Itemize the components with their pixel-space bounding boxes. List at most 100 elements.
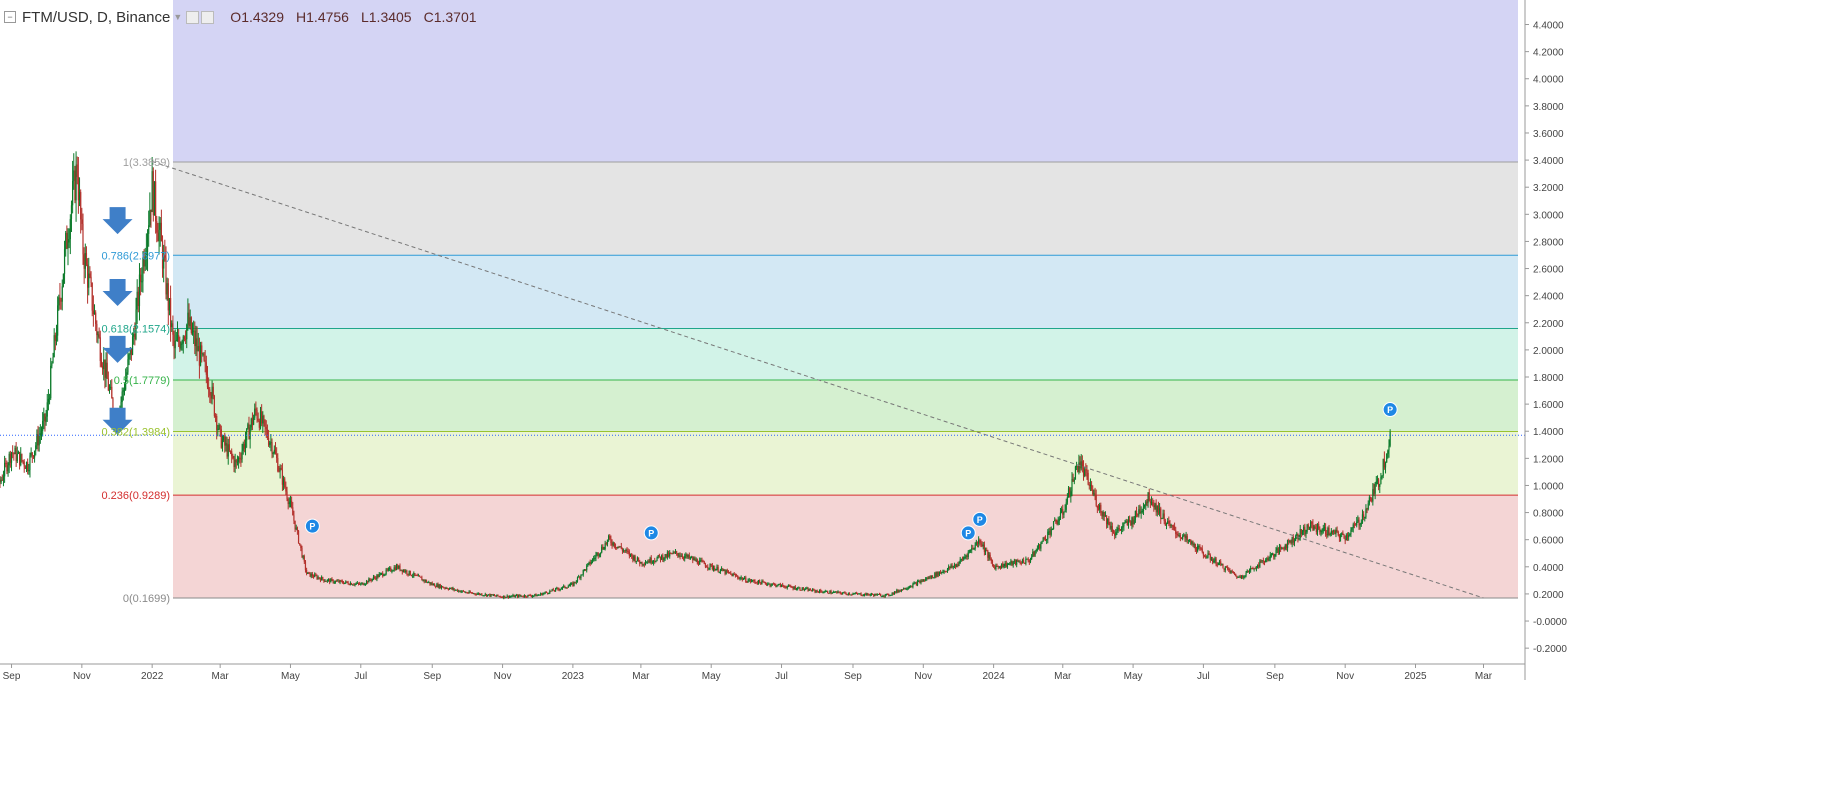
- y-tick-label: 3.6000: [1533, 129, 1564, 140]
- candle-body: [831, 592, 833, 594]
- candle-body: [148, 225, 150, 234]
- candle-body: [769, 583, 771, 586]
- candle-body: [153, 181, 156, 216]
- candle-body: [984, 550, 987, 552]
- candle-body: [12, 452, 14, 454]
- candle-body: [184, 338, 187, 340]
- candle-body: [1187, 539, 1190, 541]
- candle-body: [36, 434, 38, 446]
- candle-body: [383, 575, 385, 577]
- candle-body: [269, 442, 271, 445]
- candle-body: [601, 546, 603, 553]
- pivot-marker[interactable]: P: [304, 518, 320, 534]
- pivot-marker[interactable]: P: [643, 525, 659, 541]
- candle-body: [327, 579, 330, 581]
- candle-body: [432, 583, 435, 585]
- candle-body: [876, 594, 878, 596]
- ohlc-low: L1.3405: [360, 9, 412, 25]
- pivot-marker[interactable]: P: [972, 511, 988, 527]
- candle-body: [278, 471, 280, 473]
- candle-body: [20, 453, 22, 466]
- candle-body: [1016, 560, 1018, 565]
- candle-body: [738, 577, 740, 579]
- settings-icon[interactable]: [186, 10, 200, 24]
- pivot-marker[interactable]: P: [1382, 402, 1398, 418]
- candle-body: [745, 577, 747, 582]
- candle-body: [272, 452, 274, 454]
- candle-body: [991, 560, 994, 565]
- candle-body: [1152, 502, 1154, 506]
- candle-body: [1155, 503, 1157, 513]
- candle-body: [700, 560, 702, 562]
- candle-body: [183, 336, 186, 339]
- candle-body: [514, 595, 516, 598]
- candle-body: [543, 592, 545, 594]
- candle-body: [1229, 569, 1231, 573]
- candle-body: [829, 591, 831, 594]
- pivot-marker[interactable]: P: [960, 525, 976, 541]
- pivot-marker-dot: [972, 511, 988, 527]
- candle-body: [512, 595, 514, 597]
- candle-body: [1193, 543, 1195, 546]
- candle-body: [97, 334, 99, 336]
- candle-body: [735, 575, 738, 577]
- candle-body: [800, 589, 802, 591]
- candle-body: [560, 588, 562, 590]
- visibility-icon[interactable]: [201, 10, 215, 24]
- candle-body: [678, 555, 680, 557]
- collapse-icon[interactable]: −: [4, 11, 16, 23]
- candle-body: [1275, 550, 1277, 555]
- candle-body: [51, 363, 53, 366]
- candle-body: [472, 592, 474, 594]
- candle-body: [341, 581, 343, 583]
- candle-body: [2, 476, 5, 480]
- candle-body: [309, 572, 311, 577]
- candle-body: [1349, 534, 1351, 536]
- candle-body: [242, 443, 244, 451]
- candle-body: [1260, 560, 1262, 562]
- candle-body: [300, 544, 302, 548]
- candle-body: [610, 538, 612, 544]
- candle-body: [1274, 554, 1276, 557]
- candle-body: [481, 593, 483, 596]
- candle-body: [1037, 544, 1040, 549]
- candle-body: [475, 594, 477, 596]
- candle-body: [1344, 538, 1346, 541]
- candle-body: [687, 554, 689, 558]
- candle-body: [568, 585, 571, 587]
- candle-body: [1331, 530, 1334, 532]
- candle-body: [306, 570, 308, 574]
- x-tick-label: Sep: [3, 671, 21, 682]
- x-tick-label: May: [702, 671, 721, 682]
- fib-level-label: 0.618(2.1574): [102, 324, 171, 336]
- arrow-down-icon: [102, 207, 133, 235]
- candle-body: [447, 588, 449, 590]
- candle-body: [1082, 466, 1085, 476]
- candle-body: [590, 562, 592, 565]
- candle-body: [394, 567, 396, 570]
- candle-body: [126, 372, 128, 379]
- candle-body: [304, 561, 307, 571]
- candle-body: [316, 575, 318, 579]
- candle-body: [1047, 531, 1049, 540]
- candle-body: [1202, 552, 1205, 556]
- candle-body: [788, 585, 791, 587]
- candle-body: [1334, 530, 1336, 535]
- candle-body: [203, 353, 205, 361]
- candle-body: [1144, 505, 1146, 507]
- candle-body: [89, 273, 91, 277]
- candle-body: [474, 593, 476, 595]
- candle-body: [1115, 532, 1117, 536]
- candle-body: [319, 578, 322, 581]
- chevron-down-icon[interactable]: ▼: [173, 12, 183, 22]
- candle-body: [1097, 508, 1100, 510]
- candle-body: [906, 588, 908, 590]
- candle-body: [145, 252, 147, 258]
- candle-body: [1358, 519, 1360, 526]
- candle-body: [1356, 521, 1358, 526]
- fib-level-label: 0.236(0.9289): [102, 490, 171, 502]
- symbol-title[interactable]: FTM/USD, D, Binance: [22, 8, 171, 26]
- candle-body: [95, 312, 97, 324]
- candle-body: [507, 595, 509, 598]
- candle-body: [1282, 547, 1284, 550]
